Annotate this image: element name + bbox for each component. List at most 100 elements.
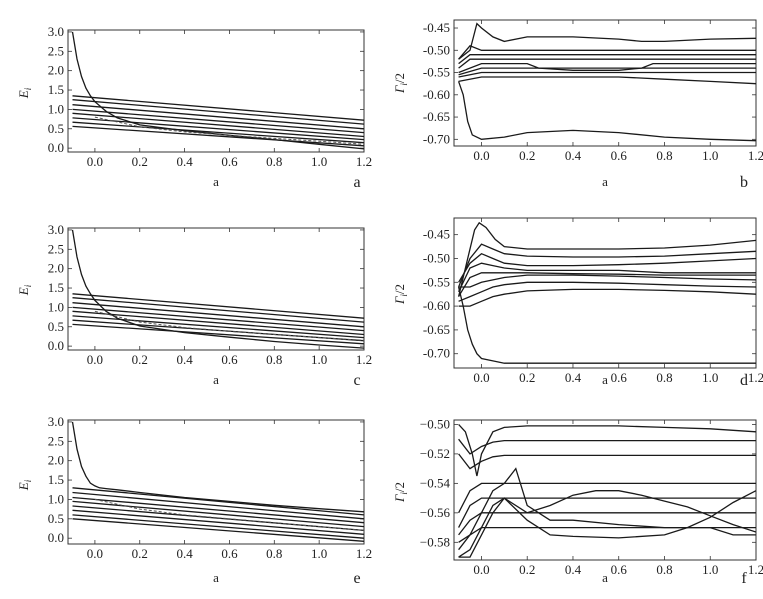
x-tick-label: 0.2	[132, 546, 148, 561]
y-tick-label: -0.70	[423, 131, 450, 146]
y-tick-label: 2.5	[48, 43, 64, 58]
y-axis-title-sub: i	[23, 87, 33, 90]
panel-f: 0.0 0.2 0.4 0.6 0.8 1.0 1.2 −0.58 −0.56 −0.54 −0.5…	[392, 416, 763, 587]
x-tick-label: 0.8	[266, 546, 282, 561]
series-line-E3	[72, 297, 364, 323]
y-tick-label: -0.45	[423, 227, 450, 242]
y-axis-title-main: Γ	[392, 296, 407, 305]
series-line-E2	[72, 95, 364, 121]
x-axis-title: a	[213, 372, 219, 387]
x-tick-label: 1.2	[356, 352, 372, 367]
series-line-G9	[458, 490, 756, 558]
series-line-G9	[457, 81, 756, 142]
series-line-G3	[458, 252, 756, 283]
plot-frame	[67, 29, 365, 153]
series-line-dashed	[94, 310, 364, 341]
x-tick-label: 0.2	[132, 154, 148, 169]
x-tick-label: 0.0	[473, 148, 489, 163]
panel-letter: a	[353, 174, 360, 191]
series-line-G8	[458, 288, 756, 307]
y-tick-label: 0.0	[48, 530, 64, 545]
x-tick-label: 0.4	[176, 352, 193, 367]
series-line-G3	[458, 54, 756, 65]
series-line-E3	[72, 99, 364, 125]
series-line-E5	[72, 108, 364, 134]
y-tick-label: −0.50	[420, 416, 450, 431]
series-line-G8	[458, 467, 756, 551]
plot-frame	[67, 419, 365, 545]
series-line-G4	[458, 58, 756, 69]
y-tick-label: 2.0	[48, 453, 64, 468]
plot-frame	[67, 227, 365, 351]
series-line-E5	[72, 500, 364, 528]
series-line-E4	[72, 496, 364, 524]
y-tick-label: −0.54	[420, 475, 451, 490]
series-line-G2	[458, 438, 756, 455]
y-tick-label: 2.5	[48, 433, 64, 448]
series-line-E4	[72, 104, 364, 130]
series-line-E5	[72, 306, 364, 332]
y-tick-label: 0.5	[48, 319, 64, 334]
x-tick-label: 0.6	[221, 546, 238, 561]
y-tick-label: 3.0	[48, 414, 64, 429]
x-axis-title: a	[602, 174, 608, 189]
series-line-E9	[72, 518, 364, 542]
y-tick-label: -0.70	[423, 346, 450, 361]
series-line-dashed	[94, 498, 364, 531]
y-axis-title: Ei	[16, 479, 33, 491]
x-tick-label: 0.0	[87, 154, 103, 169]
series-line-E6	[72, 112, 364, 138]
y-axis-title-sub: i	[399, 294, 409, 297]
y-axis-title-sub: i	[23, 284, 33, 287]
x-tick-label: 0.2	[519, 148, 535, 163]
x-tick-label: 1.2	[748, 370, 763, 385]
x-axis-title: a	[213, 174, 219, 189]
plot-frame	[453, 217, 757, 369]
y-axis-title-main: E	[16, 90, 31, 99]
y-axis-title: Ei	[16, 284, 33, 296]
y-axis-title: Γi/2	[392, 482, 409, 503]
y-tick-label: 0.5	[48, 121, 64, 136]
x-tick-label: 1.0	[702, 562, 718, 577]
x-tick-label: 0.6	[221, 154, 238, 169]
y-tick-label: 1.0	[48, 491, 64, 506]
series-line-G6	[458, 67, 756, 76]
series-line-E7	[72, 117, 364, 141]
y-axis-title-sub: i	[23, 479, 33, 482]
y-tick-label: 1.5	[48, 472, 64, 487]
x-axis-title: a	[213, 570, 219, 585]
series-line-G7	[458, 526, 756, 543]
y-tick-label: 0.0	[48, 338, 64, 353]
x-tick-label: 0.2	[519, 562, 535, 577]
plot-frame	[453, 19, 757, 147]
y-tick-label: −0.56	[420, 505, 451, 520]
x-tick-label: 0.6	[611, 562, 628, 577]
series-line-E1	[71, 421, 364, 513]
y-axis-title-tail: /2	[392, 482, 407, 492]
x-tick-label: 1.2	[356, 154, 372, 169]
panel-letter: b	[740, 174, 748, 191]
x-tick-label: 1.2	[748, 148, 763, 163]
series-line-E6	[72, 310, 364, 336]
y-tick-label: 0.0	[48, 140, 64, 155]
series-line-E2	[72, 487, 364, 516]
y-axis-title-sub: i	[399, 492, 409, 495]
x-axis-title: a	[602, 570, 608, 585]
series-line-G9	[457, 286, 756, 364]
series-line-G2	[458, 45, 756, 60]
panel-e: 0.0 0.2 0.4 0.6 0.8 1.0 1.2 0.0 0.5 1.0 1.5 2.0 2.5 3…	[16, 414, 372, 587]
y-tick-label: 2.5	[48, 241, 64, 256]
x-tick-label: 0.4	[565, 562, 582, 577]
panel-c: 0.0 0.2 0.4 0.6 0.8 1.0 1.2 0.0 0.5 1.0 1.5 2.0 2.5 3…	[16, 222, 372, 389]
series-line-G8	[458, 76, 756, 85]
plot-frame	[453, 419, 757, 561]
y-tick-label: 1.5	[48, 280, 64, 295]
y-axis-title-tail: /2	[392, 284, 407, 294]
x-tick-label: 0.6	[611, 370, 628, 385]
x-tick-label: 0.8	[656, 370, 672, 385]
y-axis-title: Γi/2	[392, 73, 409, 94]
y-tick-label: -0.55	[423, 274, 450, 289]
y-tick-label: 1.0	[48, 299, 64, 314]
x-tick-label: 1.0	[702, 148, 718, 163]
x-tick-label: 0.0	[87, 352, 103, 367]
